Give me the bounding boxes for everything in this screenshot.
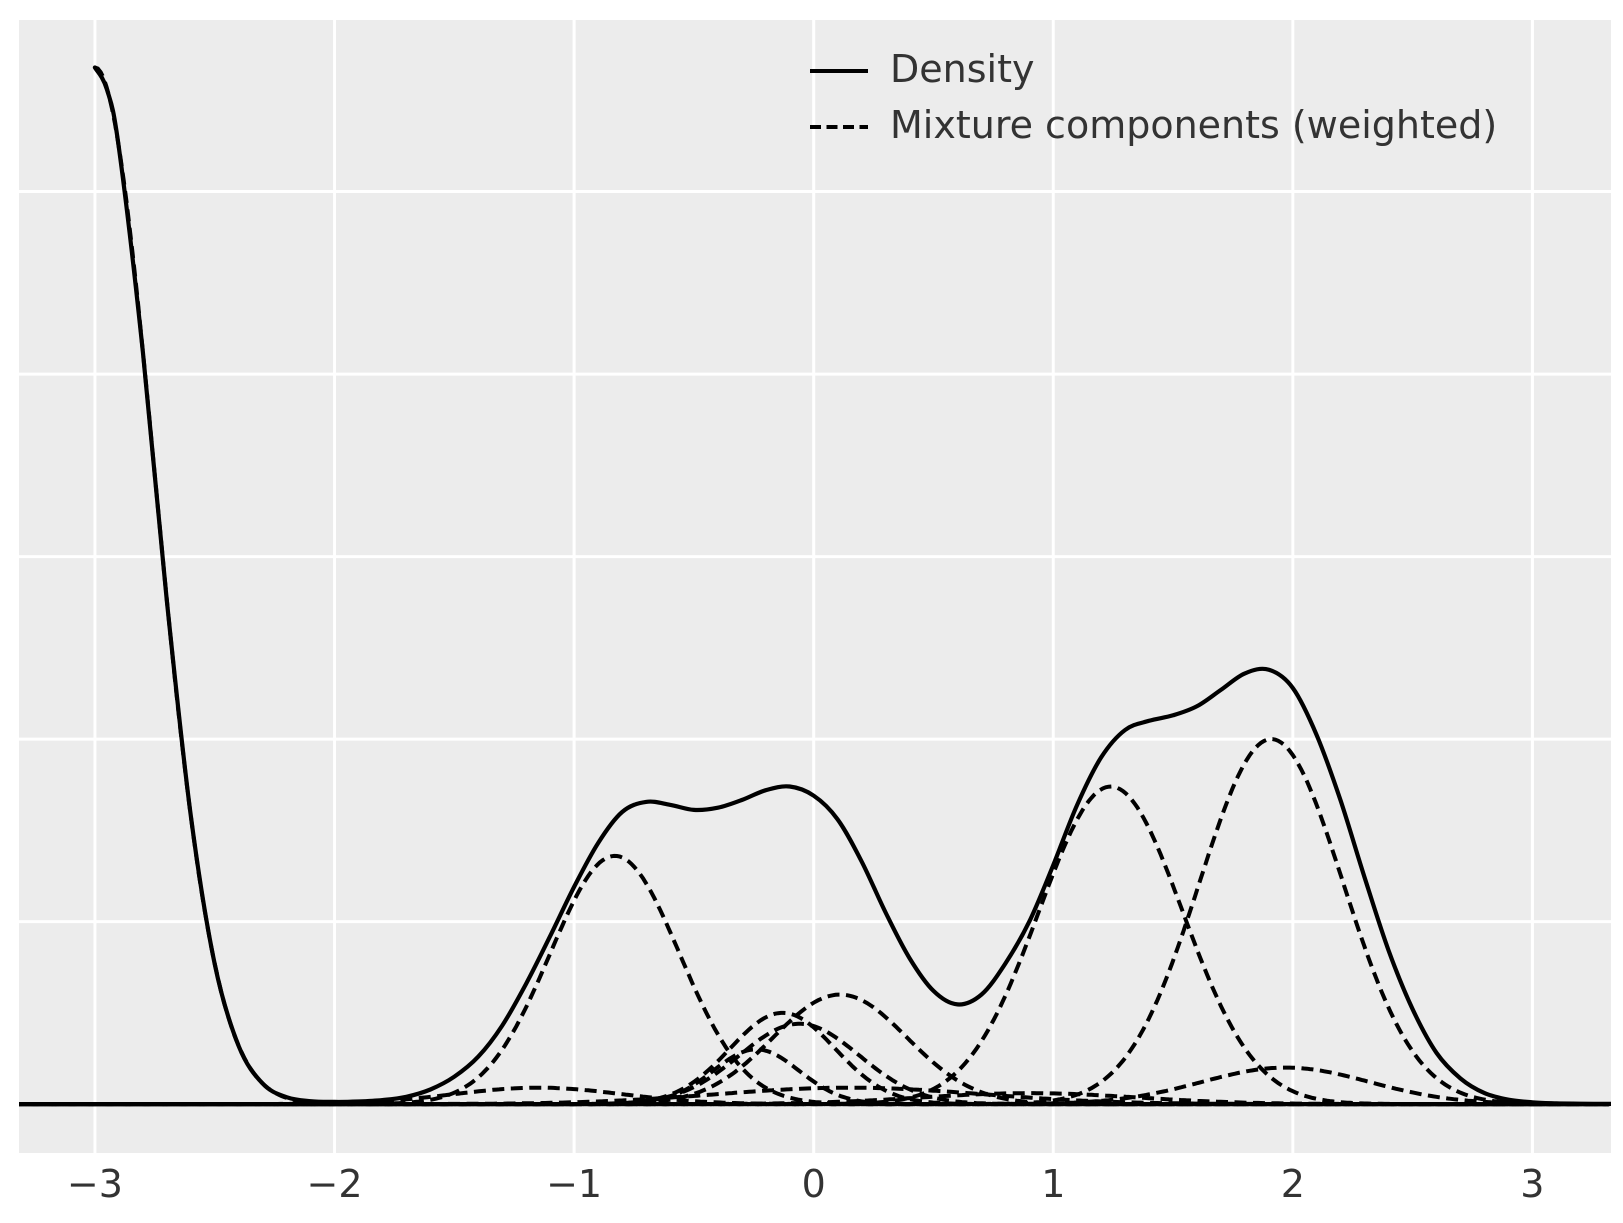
x-tick-label--2: −2 [306, 1162, 363, 1206]
x-tick-label-1: 1 [1041, 1162, 1066, 1206]
legend: Density Mixture components (weighted) [810, 43, 1497, 155]
x-tick-label--1: −1 [546, 1162, 603, 1206]
density-curve [92, 65, 1611, 1106]
mixture-component-curve-11 [19, 1065, 1609, 1107]
legend-line-solid-sample [810, 69, 868, 73]
legend-entry-mixture-components: Mixture components (weighted) [810, 99, 1497, 155]
mixture-component-curve-6 [19, 992, 1609, 1107]
x-tick-label-0: 0 [801, 1162, 826, 1206]
x-tick-label-2: 2 [1280, 1162, 1305, 1206]
legend-line-dashed-sample [810, 125, 868, 129]
legend-label-mixture-components: Mixture components (weighted) [890, 103, 1498, 147]
legend-entry-density: Density [810, 43, 1497, 99]
legend-label-density: Density [890, 47, 1035, 91]
curves-layer [19, 65, 1611, 1107]
x-tick-label-3: 3 [1520, 1162, 1545, 1206]
x-tick-label--3: −3 [66, 1162, 123, 1206]
